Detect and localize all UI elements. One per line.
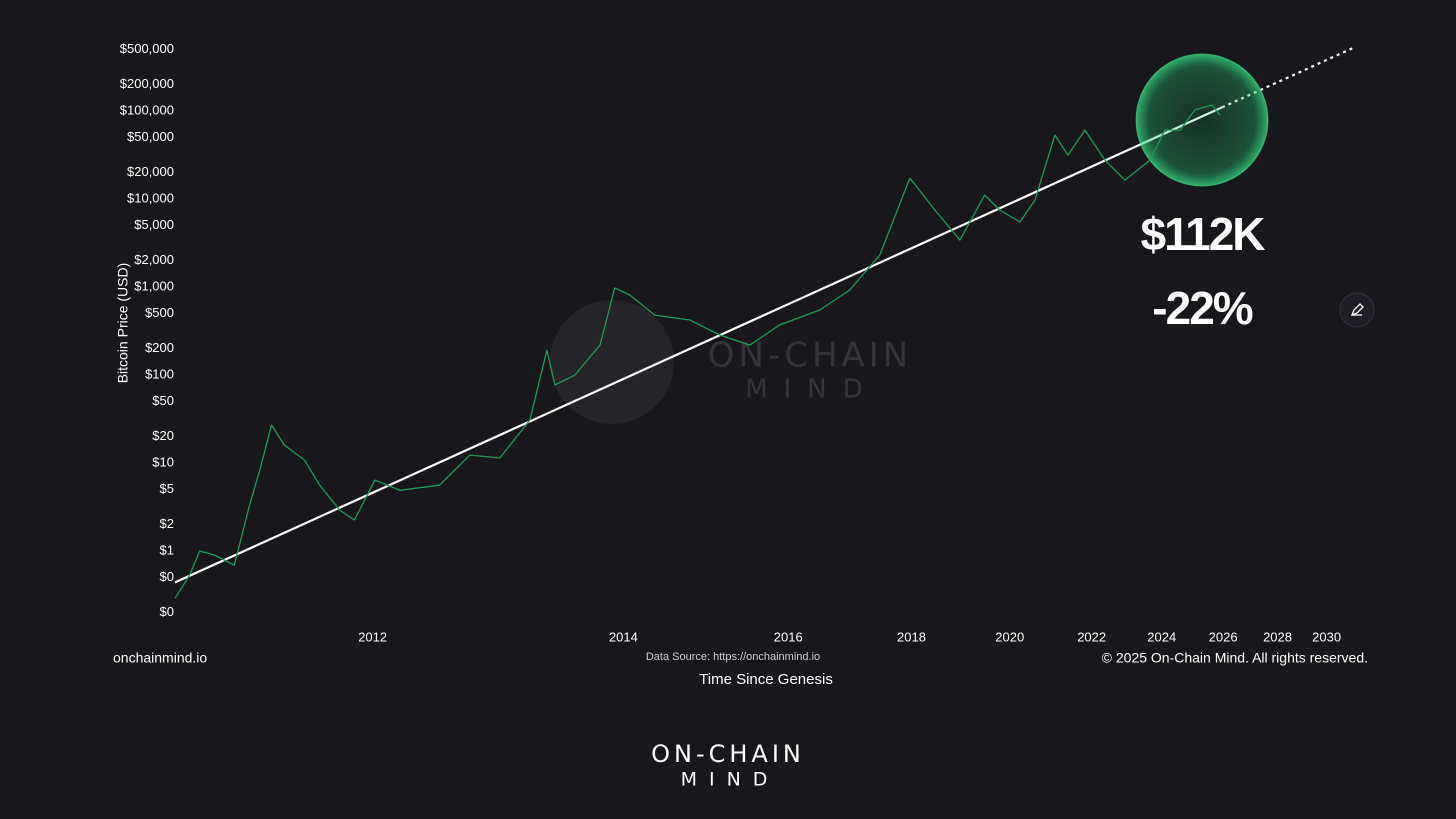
y-axis-label: Bitcoin Price (USD) xyxy=(115,263,131,384)
copyright: © 2025 On-Chain Mind. All rights reserve… xyxy=(1102,650,1368,666)
y-tick-label: $0 xyxy=(160,604,174,619)
x-axis-label: Time Since Genesis xyxy=(699,671,833,688)
y-tick-label: $200,000 xyxy=(120,76,174,91)
price-line xyxy=(174,104,1221,599)
y-tick-label: $2,000 xyxy=(134,252,174,267)
x-tick-label: 2016 xyxy=(774,629,803,644)
y-tick-label: $100 xyxy=(145,366,174,381)
y-tick-label: $500 xyxy=(145,305,174,320)
watermark-icon xyxy=(550,300,674,424)
data-source: Data Source: https://onchainmind.io xyxy=(646,651,820,663)
edit-button-bg[interactable] xyxy=(1339,292,1375,328)
y-tick-label: $10 xyxy=(152,454,174,469)
x-tick-label: 2018 xyxy=(897,629,926,644)
y-tick-label: $50,000 xyxy=(127,129,174,144)
y-tick-label: $20,000 xyxy=(127,164,174,179)
price-annotation: $112K xyxy=(1140,208,1265,260)
x-tick-label: 2022 xyxy=(1077,629,1106,644)
edit-icon[interactable] xyxy=(1350,303,1364,317)
x-tick-label: 2030 xyxy=(1312,629,1341,644)
x-tick-label: 2014 xyxy=(609,629,638,644)
edit-button[interactable] xyxy=(1339,292,1375,328)
x-tick-label: 2012 xyxy=(358,629,387,644)
y-tick-label: $10,000 xyxy=(127,190,174,205)
x-tick-label: 2020 xyxy=(995,629,1024,644)
trend-line xyxy=(1221,46,1356,109)
highlight-circle xyxy=(1135,53,1269,187)
logo-text: MIND xyxy=(681,769,780,791)
y-tick-label: $0 xyxy=(160,569,174,584)
watermark-text: MIND xyxy=(745,375,879,405)
x-tick-label: 2028 xyxy=(1263,629,1292,644)
y-tick-label: $5 xyxy=(160,481,174,496)
trend-line xyxy=(174,106,1223,584)
logo-text: ON-CHAIN xyxy=(651,740,805,768)
y-tick-label: $50 xyxy=(152,393,174,408)
y-tick-label: $500,000 xyxy=(120,41,174,56)
y-tick-label: $20 xyxy=(152,428,174,443)
y-tick-label: $1,000 xyxy=(134,278,174,293)
footer-site: onchainmind.io xyxy=(113,650,207,666)
change-annotation: -22% xyxy=(1152,282,1252,334)
watermark: ON-CHAIN MIND xyxy=(550,300,908,424)
y-tick-label: $2 xyxy=(160,516,174,531)
x-tick-label: 2024 xyxy=(1147,629,1176,644)
x-tick-label: 2026 xyxy=(1209,629,1238,644)
y-tick-label: $200 xyxy=(145,340,174,355)
y-tick-label: $1 xyxy=(160,542,174,557)
y-tick-label: $100,000 xyxy=(120,103,174,118)
y-tick-label: $5,000 xyxy=(134,217,174,232)
